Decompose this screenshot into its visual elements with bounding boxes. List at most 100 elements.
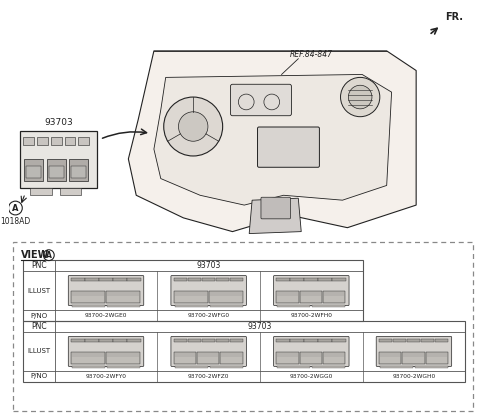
Bar xyxy=(324,296,344,302)
Text: REF.84-847: REF.84-847 xyxy=(289,50,333,59)
Bar xyxy=(99,339,112,342)
Bar xyxy=(379,352,401,364)
Bar xyxy=(229,278,243,281)
Text: 93700-2WFZ0: 93700-2WFZ0 xyxy=(188,374,229,379)
Text: A: A xyxy=(46,251,52,260)
FancyBboxPatch shape xyxy=(171,336,246,366)
Bar xyxy=(188,278,201,281)
Bar xyxy=(393,339,407,342)
Bar xyxy=(71,339,84,342)
Text: VIEW: VIEW xyxy=(21,250,49,260)
Bar xyxy=(304,278,318,281)
Bar xyxy=(407,339,420,342)
Bar xyxy=(332,339,346,342)
Circle shape xyxy=(164,97,223,156)
Bar xyxy=(427,357,447,362)
Bar xyxy=(72,304,105,307)
Bar xyxy=(324,357,344,362)
Bar xyxy=(276,339,290,342)
FancyBboxPatch shape xyxy=(274,276,349,305)
Bar xyxy=(300,352,322,364)
Bar xyxy=(221,357,242,362)
FancyBboxPatch shape xyxy=(230,84,291,116)
Bar xyxy=(72,365,105,368)
FancyBboxPatch shape xyxy=(376,336,452,366)
Text: 93700-2WFY0: 93700-2WFY0 xyxy=(85,374,127,379)
Bar xyxy=(277,296,298,302)
Text: A: A xyxy=(12,204,19,213)
Bar xyxy=(312,304,345,307)
Bar xyxy=(85,339,98,342)
Bar xyxy=(318,339,332,342)
Bar xyxy=(23,321,465,382)
FancyBboxPatch shape xyxy=(68,276,144,305)
Bar xyxy=(127,339,141,342)
Bar xyxy=(277,365,311,368)
Text: 1018AD: 1018AD xyxy=(0,217,31,226)
Bar xyxy=(210,365,243,368)
Circle shape xyxy=(348,85,372,109)
Bar xyxy=(47,159,65,181)
Text: 93703: 93703 xyxy=(248,322,272,331)
Bar xyxy=(174,339,187,342)
Bar xyxy=(37,137,48,145)
Bar xyxy=(379,339,393,342)
Bar xyxy=(188,339,201,342)
Bar xyxy=(51,137,61,145)
Bar xyxy=(210,304,243,307)
Bar xyxy=(216,278,229,281)
FancyBboxPatch shape xyxy=(258,127,319,167)
Bar xyxy=(175,296,207,302)
Text: 93703: 93703 xyxy=(196,261,221,270)
Bar xyxy=(72,357,104,362)
Bar xyxy=(216,339,229,342)
Bar xyxy=(175,357,195,362)
Bar xyxy=(24,159,43,181)
Bar xyxy=(277,357,298,362)
Bar xyxy=(30,189,52,195)
Bar xyxy=(197,352,219,364)
Polygon shape xyxy=(154,74,392,205)
Bar xyxy=(198,357,218,362)
Bar xyxy=(175,304,208,307)
Bar xyxy=(380,357,400,362)
Bar xyxy=(202,339,215,342)
Bar xyxy=(72,166,86,178)
Text: 93700-2WGE0: 93700-2WGE0 xyxy=(85,313,127,318)
Bar xyxy=(107,357,139,362)
Polygon shape xyxy=(128,51,416,231)
Bar xyxy=(290,339,304,342)
Bar xyxy=(107,304,140,307)
Text: PNC: PNC xyxy=(31,261,47,270)
Bar xyxy=(403,357,424,362)
Bar xyxy=(78,137,89,145)
Bar xyxy=(99,278,112,281)
Text: 93700-2WGH0: 93700-2WGH0 xyxy=(392,374,435,379)
Bar xyxy=(209,291,243,303)
Bar xyxy=(421,339,434,342)
Bar xyxy=(210,296,242,302)
Bar xyxy=(380,365,413,368)
Bar xyxy=(426,352,448,364)
Bar xyxy=(107,365,140,368)
Text: PNC: PNC xyxy=(31,322,47,331)
Circle shape xyxy=(179,112,208,141)
Bar xyxy=(402,352,425,364)
Text: 93700-2WGG0: 93700-2WGG0 xyxy=(289,374,333,379)
Bar xyxy=(49,166,63,178)
Bar xyxy=(304,339,318,342)
Text: 93700-2WFH0: 93700-2WFH0 xyxy=(290,313,332,318)
Bar xyxy=(202,278,215,281)
Bar xyxy=(312,365,345,368)
Bar xyxy=(23,260,362,321)
Bar xyxy=(300,357,321,362)
Text: 93700-2WFG0: 93700-2WFG0 xyxy=(188,313,230,318)
Bar xyxy=(127,278,141,281)
Bar xyxy=(174,291,208,303)
Text: P/NO: P/NO xyxy=(30,373,48,380)
Bar xyxy=(71,278,84,281)
Bar xyxy=(220,352,243,364)
Bar xyxy=(318,278,332,281)
Text: ILLUST: ILLUST xyxy=(27,288,50,294)
Bar xyxy=(107,296,139,302)
